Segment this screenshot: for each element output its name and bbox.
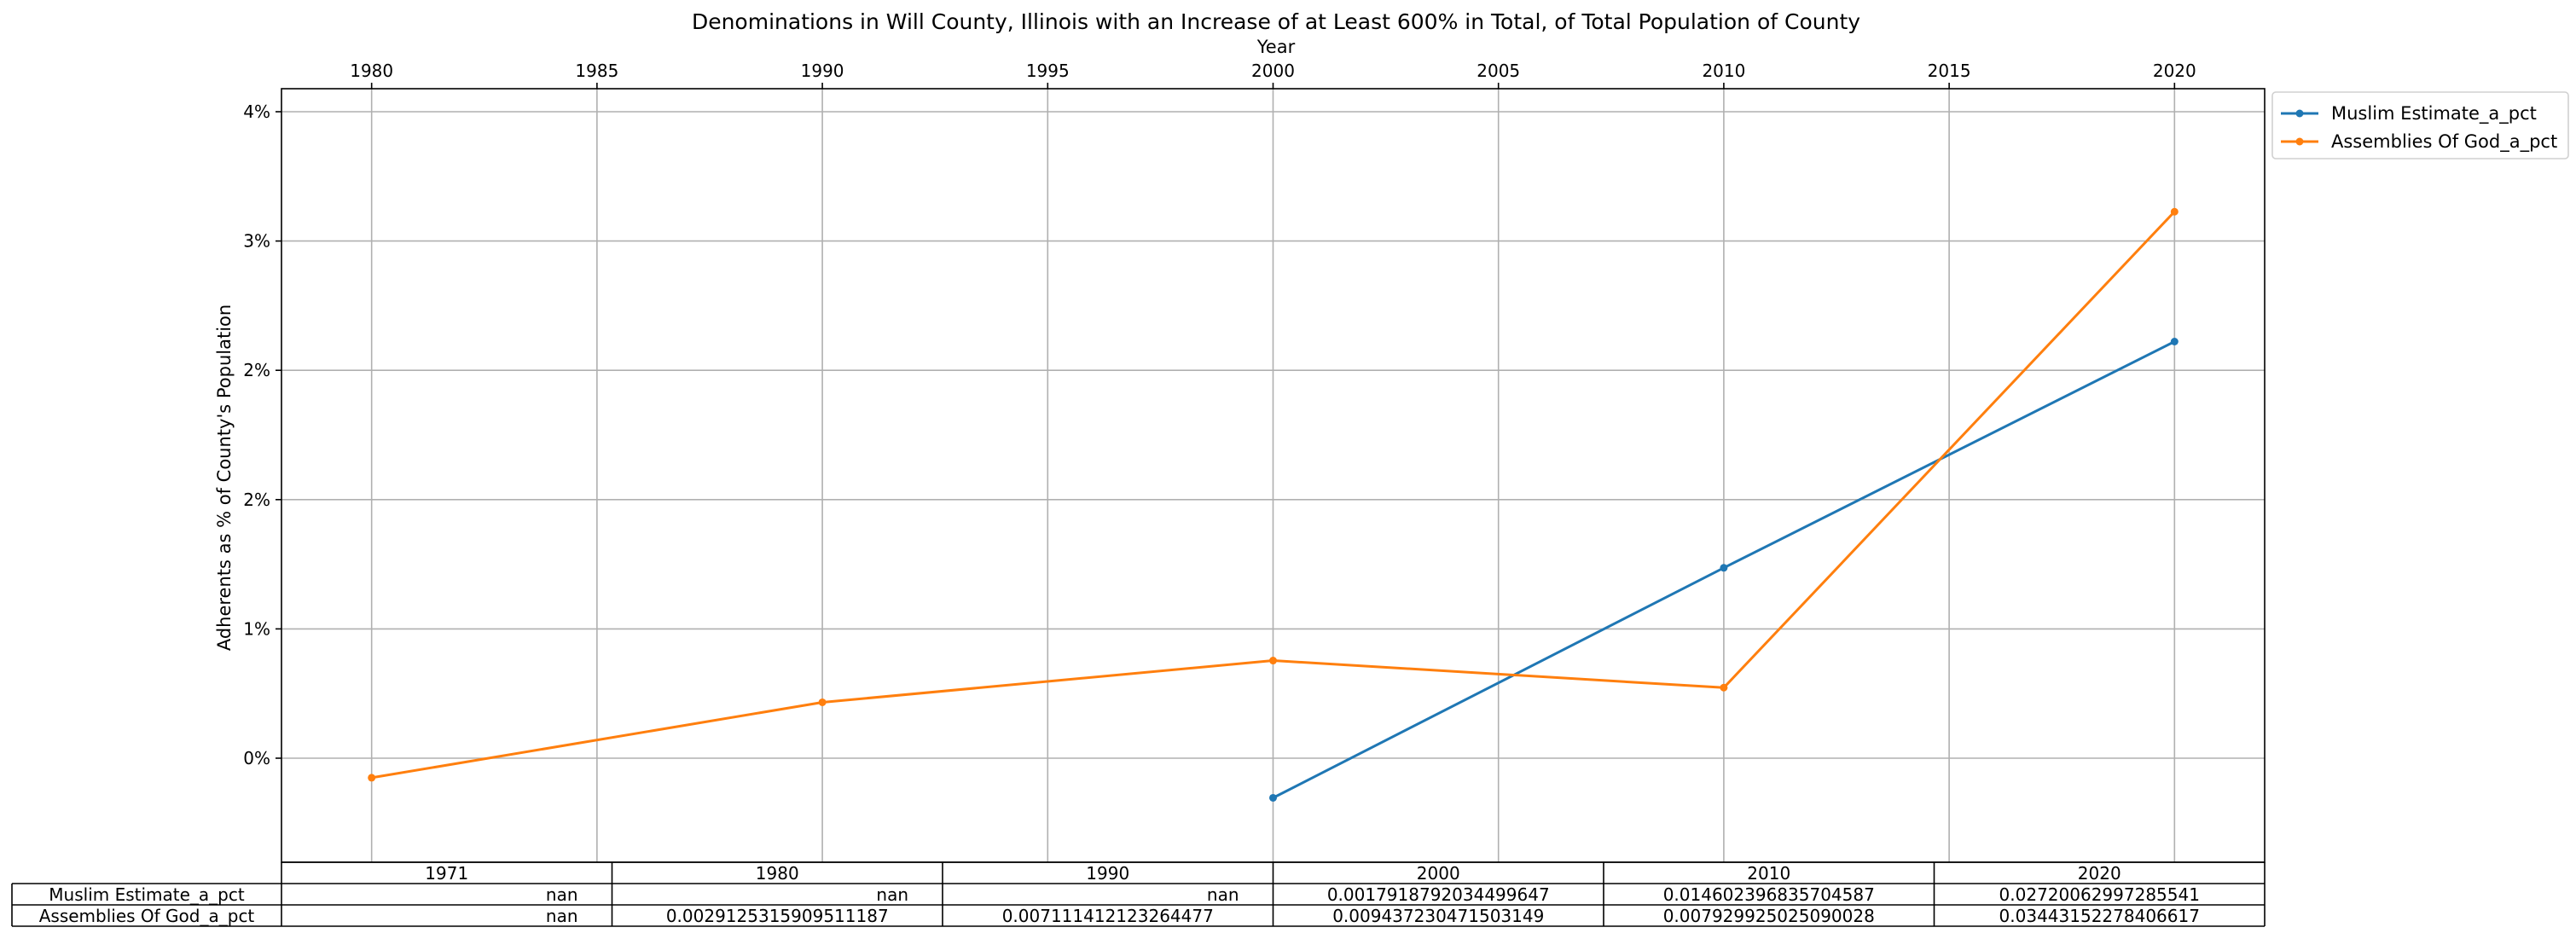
x-tick-label: 1980 — [350, 61, 393, 81]
table-cell: 0.0017918792034499647 — [1327, 884, 1550, 905]
legend-label: Assemblies Of God_a_pct — [2331, 131, 2557, 153]
legend: Muslim Estimate_a_pct Assemblies Of God_a… — [2271, 91, 2569, 159]
grid-layer — [281, 89, 2265, 862]
y-axis-label: Adherents as % of County's Population — [214, 304, 235, 651]
x-tick-label: 1995 — [1026, 61, 1070, 81]
table-cell: 0.0029125315909511187 — [666, 906, 889, 926]
table-header-cell: 2020 — [2078, 863, 2121, 884]
legend-marker — [2295, 137, 2304, 146]
table-header-cell: 1980 — [756, 863, 799, 884]
x-tick-label: 1985 — [575, 61, 618, 81]
legend-marker — [2295, 109, 2304, 118]
y-tick-label: 1% — [243, 618, 270, 639]
y-tick-label: 3% — [243, 231, 270, 252]
table-row-label: Muslim Estimate_a_pct — [49, 884, 245, 905]
data-point — [368, 774, 376, 782]
series-layer — [368, 207, 2179, 802]
x-tick-label: 2010 — [1702, 61, 1745, 81]
data-point — [1269, 657, 1277, 665]
x-tick-label: 1990 — [801, 61, 844, 81]
x-tick-label: 2020 — [2153, 61, 2196, 81]
y-tick-label: 2% — [243, 490, 270, 510]
data-point — [2170, 207, 2179, 216]
y-tick-label: 0% — [243, 748, 270, 768]
x-tick-label: 2005 — [1477, 61, 1520, 81]
y-tick-label: 2% — [243, 360, 270, 380]
table-header-cell: 1990 — [1086, 863, 1129, 884]
table-cell: 0.014602396835704587 — [1663, 884, 1875, 905]
legend-box — [2271, 91, 2569, 159]
table-header-cell: 2010 — [1747, 863, 1790, 884]
table-cell: 0.009437230471503149 — [1332, 906, 1544, 926]
table-cell: 0.02720062997285541 — [1999, 884, 2200, 905]
y-tick-label: 4% — [243, 101, 270, 122]
table-cell: nan — [876, 884, 908, 905]
table-row-label: Assemblies Of God_a_pct — [39, 906, 255, 926]
data-point — [1720, 683, 1728, 692]
table-cell: nan — [1207, 884, 1239, 905]
table-cell: nan — [546, 906, 578, 926]
data-point — [1720, 564, 1728, 572]
x-tick-label: 2015 — [1928, 61, 1971, 81]
axes-layer: 1980 1985 1990 1995 2000 2005 2010 2015 2020 0% 1%… — [243, 61, 2266, 863]
x-axis-label: Year — [1256, 37, 1296, 57]
data-table: 1971 1980 1990 2000 2010 2020 Muslim Estimate_… — [11, 861, 2266, 927]
data-point — [1269, 793, 1277, 802]
chart-title: Denominations in Will County, Illinois w… — [692, 9, 1860, 34]
x-tick-label: 2000 — [1251, 61, 1295, 81]
table-header-cell: 1971 — [425, 863, 468, 884]
data-point — [818, 698, 827, 706]
legend-label: Muslim Estimate_a_pct — [2331, 103, 2537, 125]
table-cell: 0.007929925025090028 — [1663, 906, 1875, 926]
table-cell: nan — [546, 884, 578, 905]
table-cell: 0.007111412123264477 — [1002, 906, 1214, 926]
table-cell: 0.03443152278406617 — [1999, 906, 2200, 926]
table-header-cell: 2000 — [1417, 863, 1460, 884]
data-point — [2170, 337, 2179, 345]
